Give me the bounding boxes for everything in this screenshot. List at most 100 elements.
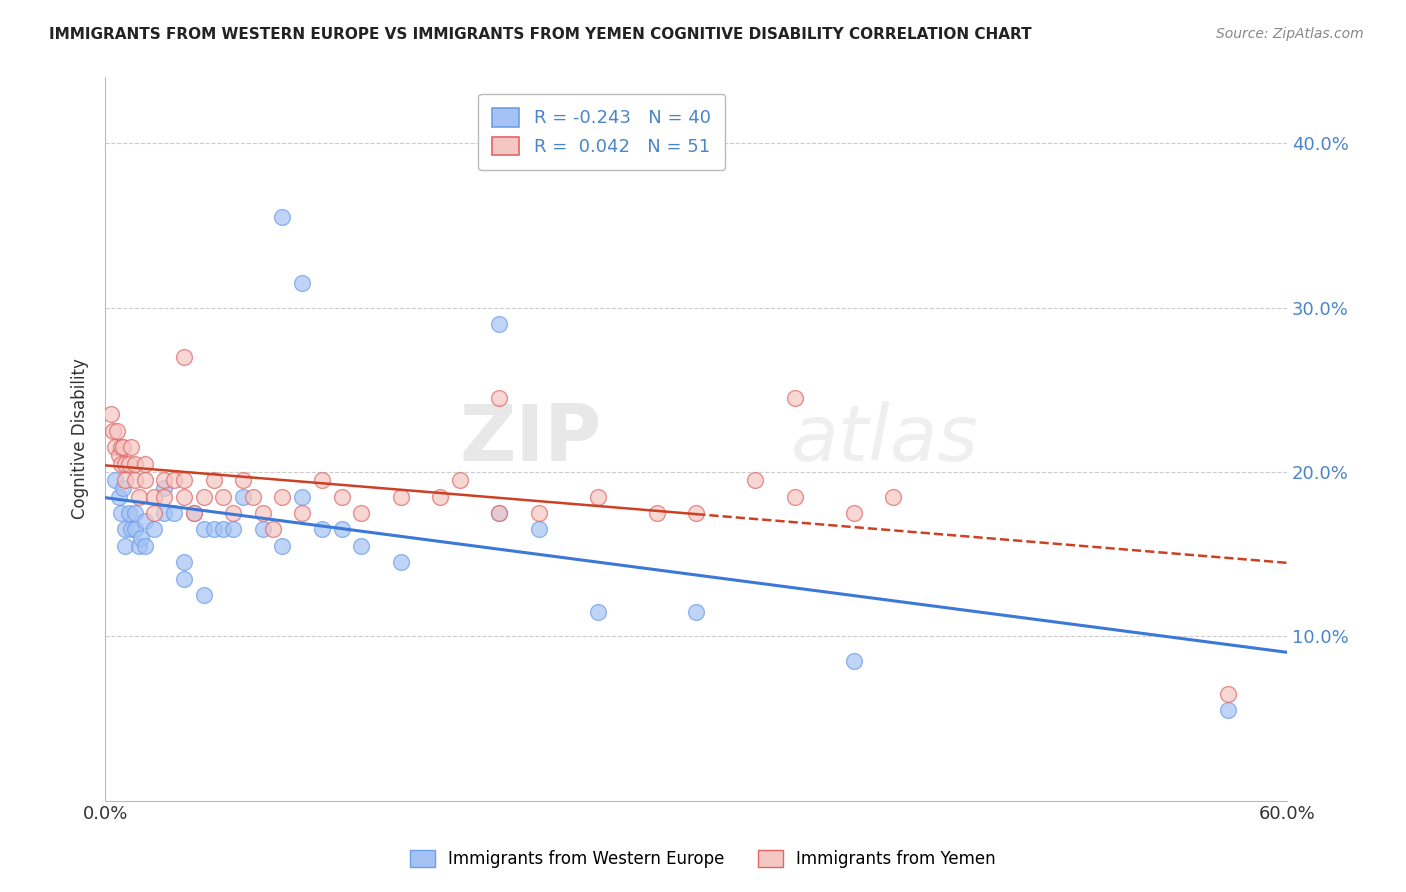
Point: [108, 490, 131, 504]
Point: [291, 490, 314, 504]
Point: [173, 350, 195, 364]
Point: [271, 539, 294, 553]
Point: [330, 523, 353, 537]
Point: [118, 506, 141, 520]
Point: [271, 210, 294, 224]
Point: [202, 473, 225, 487]
Point: [111, 481, 134, 495]
Text: atlas: atlas: [790, 401, 979, 477]
Point: [163, 473, 186, 487]
Point: [842, 506, 865, 520]
Point: [118, 457, 141, 471]
Point: [110, 457, 132, 471]
Point: [449, 473, 471, 487]
Point: [488, 506, 510, 520]
Point: [882, 490, 904, 504]
Point: [311, 473, 333, 487]
Point: [120, 440, 142, 454]
Point: [153, 473, 176, 487]
Point: [114, 457, 136, 471]
Point: [134, 539, 156, 553]
Point: [212, 523, 235, 537]
Point: [124, 523, 146, 537]
Point: [1216, 687, 1239, 701]
Point: [222, 506, 245, 520]
Y-axis label: Cognitive Disability: Cognitive Disability: [72, 359, 89, 519]
Text: ZIP: ZIP: [460, 401, 602, 477]
Point: [842, 654, 865, 668]
Point: [783, 391, 806, 405]
Point: [586, 490, 609, 504]
Point: [104, 473, 127, 487]
Point: [111, 440, 134, 454]
Point: [252, 506, 274, 520]
Point: [252, 523, 274, 537]
Point: [193, 588, 215, 602]
Point: [271, 490, 294, 504]
Point: [110, 440, 132, 454]
Point: [429, 490, 451, 504]
Point: [783, 490, 806, 504]
Point: [129, 531, 152, 545]
Point: [744, 473, 766, 487]
Point: [134, 514, 156, 528]
Point: [124, 506, 146, 520]
Point: [389, 555, 412, 569]
Point: [193, 523, 215, 537]
Point: [488, 317, 510, 331]
Point: [173, 572, 195, 586]
Point: [114, 539, 136, 553]
Point: [143, 523, 166, 537]
Point: [124, 473, 146, 487]
Point: [153, 506, 176, 520]
Point: [120, 523, 142, 537]
Point: [350, 506, 373, 520]
Point: [108, 449, 131, 463]
Point: [291, 276, 314, 290]
Point: [183, 506, 205, 520]
Point: [685, 506, 707, 520]
Point: [104, 440, 127, 454]
Point: [124, 457, 146, 471]
Point: [350, 539, 373, 553]
Point: [153, 481, 176, 495]
Point: [202, 523, 225, 537]
Point: [645, 506, 668, 520]
Text: IMMIGRANTS FROM WESTERN EUROPE VS IMMIGRANTS FROM YEMEN COGNITIVE DISABILITY COR: IMMIGRANTS FROM WESTERN EUROPE VS IMMIGR…: [49, 27, 1032, 42]
Point: [163, 506, 186, 520]
Point: [105, 424, 128, 438]
Point: [153, 490, 176, 504]
Point: [685, 605, 707, 619]
Point: [212, 490, 235, 504]
Point: [110, 506, 132, 520]
Point: [114, 523, 136, 537]
Point: [193, 490, 215, 504]
Point: [291, 506, 314, 520]
Point: [134, 457, 156, 471]
Point: [114, 473, 136, 487]
Point: [222, 523, 245, 537]
Point: [389, 490, 412, 504]
Legend: R = -0.243   N = 40, R =  0.042   N = 51: R = -0.243 N = 40, R = 0.042 N = 51: [478, 94, 725, 170]
Point: [173, 490, 195, 504]
Point: [173, 555, 195, 569]
Point: [586, 605, 609, 619]
Text: Source: ZipAtlas.com: Source: ZipAtlas.com: [1216, 27, 1364, 41]
Point: [183, 506, 205, 520]
Point: [242, 490, 264, 504]
Point: [128, 490, 150, 504]
Point: [173, 473, 195, 487]
Point: [101, 424, 124, 438]
Point: [128, 539, 150, 553]
Legend: Immigrants from Western Europe, Immigrants from Yemen: Immigrants from Western Europe, Immigran…: [404, 843, 1002, 875]
Point: [311, 523, 333, 537]
Point: [488, 391, 510, 405]
Point: [527, 523, 550, 537]
Point: [100, 408, 122, 422]
Point: [1216, 703, 1239, 717]
Point: [134, 473, 156, 487]
Point: [527, 506, 550, 520]
Point: [143, 506, 166, 520]
Point: [232, 473, 254, 487]
Point: [232, 490, 254, 504]
